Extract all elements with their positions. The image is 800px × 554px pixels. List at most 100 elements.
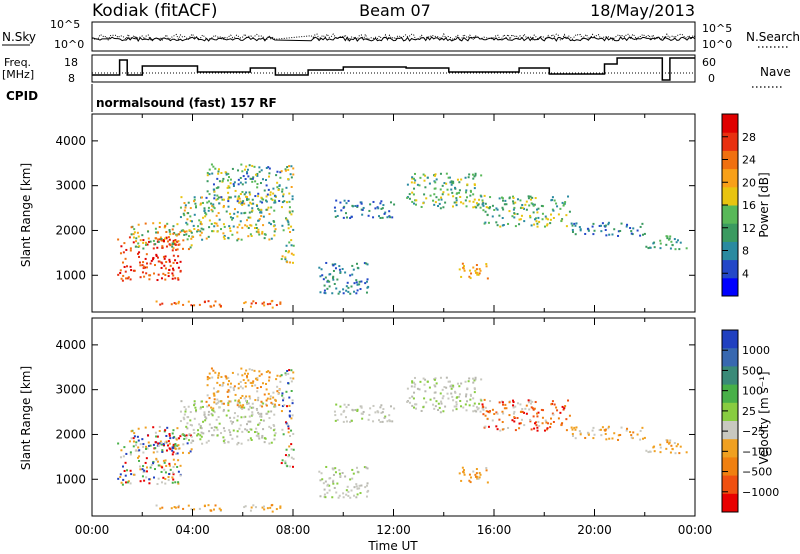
- velocity-cell: [249, 437, 252, 440]
- velocity-cell: [358, 484, 361, 487]
- velocity-cell: [592, 426, 595, 429]
- velocity-cell: [288, 415, 291, 418]
- power-cell: [216, 230, 219, 233]
- plot-title: Kodiak (fitACF): [92, 1, 218, 21]
- power-cell: [496, 208, 499, 211]
- velocity-cell: [482, 413, 485, 416]
- velocity-cell: [625, 429, 628, 432]
- velocity-cell: [190, 441, 193, 444]
- velocity-cell: [163, 430, 166, 433]
- power-cell: [384, 211, 387, 214]
- power-cell: [172, 274, 175, 277]
- velocity-cell: [205, 441, 208, 444]
- power-cell: [199, 230, 202, 233]
- time-xlabel: Time UT: [367, 539, 418, 553]
- power-cell: [129, 265, 132, 268]
- power-cell: [208, 173, 211, 176]
- velocity-cell: [630, 436, 633, 439]
- power-cell: [159, 236, 162, 239]
- velocity-cell: [355, 485, 358, 488]
- power-cell: [452, 182, 455, 185]
- velocity-cell: [413, 385, 416, 388]
- velocity-cell: [381, 411, 384, 414]
- power-cell: [276, 186, 279, 189]
- velocity-cell: [354, 408, 357, 411]
- velocity-cell: [544, 419, 547, 422]
- power-cell: [434, 201, 437, 204]
- velocity-cell: [250, 381, 253, 384]
- velocity-cell: [165, 434, 168, 437]
- velocity-cell: [439, 376, 442, 379]
- velocity-cell: [472, 404, 475, 407]
- power-cell: [160, 239, 163, 242]
- velocity-cell: [632, 431, 635, 434]
- power-cell: [338, 268, 341, 271]
- power-cell: [210, 208, 213, 211]
- velocity-cell: [284, 372, 287, 375]
- power-cell: [227, 172, 230, 175]
- velocity-cell: [343, 403, 346, 406]
- power-cell: [455, 192, 458, 195]
- velocity-cell: [674, 452, 677, 455]
- velocity-cell: [339, 475, 342, 478]
- velocity-cell: [452, 386, 455, 389]
- power-cell: [141, 234, 144, 237]
- power-cell: [519, 218, 522, 221]
- power-cell: [242, 175, 245, 178]
- velocity-cell: [166, 426, 169, 429]
- velocity-cell: [218, 422, 221, 425]
- velocity-cell: [260, 415, 263, 418]
- velocity-cell: [243, 397, 246, 400]
- velocity-cell: [250, 428, 253, 431]
- power-cell: [197, 228, 200, 231]
- velocity-cell: [259, 404, 262, 407]
- velocity-cell: [224, 375, 227, 378]
- power-cell: [523, 207, 526, 210]
- power-cell: [236, 211, 239, 214]
- velocity-cell: [333, 410, 336, 413]
- power-cell: [458, 191, 461, 194]
- power-cell: [249, 305, 252, 308]
- power-cell: [532, 204, 535, 207]
- velocity-cell: [281, 394, 284, 397]
- velocity-cell: [659, 443, 662, 446]
- velocity-cell: [574, 428, 577, 431]
- power-cell: [172, 225, 175, 228]
- power-cell: [379, 216, 382, 219]
- power-cell: [458, 181, 461, 184]
- power-cell: [241, 190, 244, 193]
- power-cell: [552, 209, 555, 212]
- power-cell: [592, 233, 595, 236]
- power-cell: [268, 172, 271, 175]
- power-cell: [164, 278, 167, 281]
- velocity-cell: [335, 403, 338, 406]
- velocity-cell: [489, 410, 492, 413]
- power-cell: [206, 190, 209, 193]
- velocity-cell: [203, 504, 206, 507]
- power-cell: [281, 224, 284, 227]
- power-cell: [355, 262, 358, 265]
- velocity-cell: [261, 436, 264, 439]
- velocity-cell: [190, 508, 193, 511]
- power-cell: [222, 236, 225, 239]
- power-cell: [328, 285, 331, 288]
- velocity-cell: [495, 411, 498, 414]
- power-cell: [331, 292, 334, 295]
- power-cell: [482, 202, 485, 205]
- power-cell: [608, 233, 611, 236]
- velocity-cell: [247, 420, 250, 423]
- power-cell: [579, 228, 582, 231]
- velocity-cell: [530, 406, 533, 409]
- power-cell: [144, 222, 147, 225]
- power-cell: [254, 302, 257, 305]
- power-cell: [496, 224, 499, 227]
- velocity-cell: [685, 451, 688, 454]
- power-cell: [173, 240, 176, 243]
- power-cell: [442, 206, 445, 209]
- velocity-cell: [142, 465, 145, 468]
- power-cell: [378, 215, 381, 218]
- power-cell: [144, 257, 147, 260]
- power-cell: [604, 224, 607, 227]
- power-cell: [435, 178, 438, 181]
- velocity-cell: [194, 406, 197, 409]
